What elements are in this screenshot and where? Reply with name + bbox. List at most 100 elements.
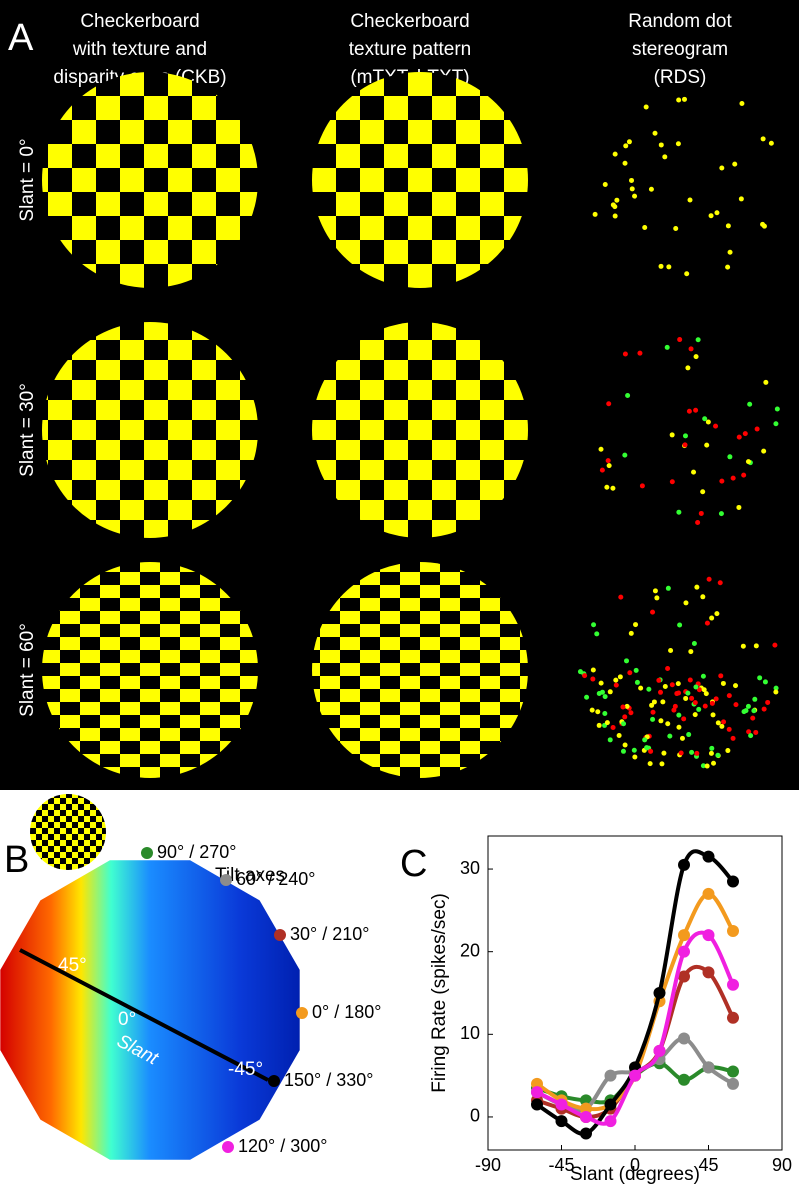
- data-point: [702, 850, 715, 863]
- random-dot: [646, 686, 652, 692]
- random-dot: [662, 154, 668, 160]
- random-dot: [682, 433, 688, 439]
- legend-swatch: [222, 1141, 234, 1153]
- random-dot: [725, 748, 731, 754]
- random-dot: [745, 459, 751, 465]
- random-dot: [753, 729, 759, 735]
- random-dot: [629, 186, 635, 192]
- random-dot: [726, 726, 732, 732]
- data-point: [702, 887, 715, 900]
- random-dot: [748, 733, 754, 739]
- random-dot: [772, 642, 778, 648]
- random-dot: [582, 673, 588, 679]
- x-axis-label: Slant (degrees): [570, 1164, 700, 1185]
- data-point: [604, 1098, 617, 1111]
- random-dot: [726, 693, 732, 699]
- random-dot: [736, 504, 742, 510]
- random-dot: [741, 472, 747, 478]
- random-dot: [610, 725, 616, 731]
- random-dot: [602, 182, 608, 188]
- random-dot: [664, 344, 670, 350]
- random-dot: [613, 677, 619, 683]
- data-point: [727, 925, 739, 938]
- data-point: [702, 1061, 715, 1074]
- y-axis-label: Firing Rate (spikes/sec): [429, 893, 450, 1093]
- random-dot: [642, 737, 648, 743]
- random-dot: [754, 426, 760, 432]
- random-dot: [598, 680, 604, 686]
- legend-swatch: [296, 1007, 308, 1019]
- random-dot: [750, 715, 756, 721]
- random-dot: [665, 721, 671, 727]
- random-dot: [693, 354, 699, 360]
- annotation: -45°: [228, 1059, 263, 1080]
- random-dot: [622, 742, 628, 748]
- random-dot: [621, 721, 627, 727]
- random-dot: [718, 673, 724, 679]
- random-dot: [618, 594, 624, 600]
- random-dot: [622, 160, 628, 166]
- random-dot: [675, 681, 681, 687]
- random-dot: [602, 694, 608, 700]
- random-dot: [711, 760, 717, 766]
- random-dot: [725, 223, 731, 229]
- random-dot: [714, 611, 720, 617]
- y-tick-label: 20: [460, 940, 480, 960]
- random-dot: [626, 139, 632, 145]
- random-dot: [773, 685, 779, 691]
- random-dot: [654, 595, 660, 601]
- column-heading: stereogram: [632, 39, 728, 60]
- x-tick-label: 0: [630, 1155, 640, 1175]
- random-dot: [751, 708, 757, 714]
- y-tick-label: 10: [460, 1023, 480, 1043]
- data-point: [555, 1115, 568, 1128]
- random-dot: [704, 442, 710, 448]
- column-heading: with texture and: [72, 39, 207, 60]
- random-dot: [677, 622, 683, 628]
- data-point: [678, 970, 690, 983]
- random-dot: [720, 680, 726, 686]
- random-dot: [710, 712, 716, 718]
- random-dot: [701, 687, 707, 693]
- random-dot: [698, 510, 704, 516]
- random-dot: [695, 519, 701, 525]
- random-dot: [658, 142, 664, 148]
- data-point: [727, 1065, 739, 1078]
- random-dot: [706, 576, 712, 582]
- random-dot: [700, 763, 706, 769]
- checkerboard-stimulus: [312, 72, 528, 288]
- random-dot: [695, 337, 701, 343]
- random-dot: [721, 719, 727, 725]
- random-dot: [708, 750, 714, 756]
- random-dot: [607, 737, 613, 743]
- random-dot: [648, 186, 654, 192]
- random-dot: [709, 745, 715, 751]
- slant-axis: [19, 948, 269, 1082]
- stimulus-thumbnail: [30, 794, 106, 870]
- random-dot: [650, 709, 656, 715]
- random-dot: [604, 484, 610, 490]
- data-point: [653, 987, 666, 999]
- random-dot: [623, 143, 629, 149]
- random-dot: [717, 580, 723, 586]
- random-dot: [614, 197, 620, 203]
- random-dot: [606, 463, 612, 469]
- random-dot: [682, 442, 688, 448]
- random-dot: [624, 703, 630, 709]
- random-dot: [649, 702, 655, 708]
- random-dot: [709, 615, 715, 621]
- random-dot: [648, 748, 654, 754]
- random-dot: [736, 434, 742, 440]
- data-point: [531, 1098, 543, 1111]
- random-dot: [741, 709, 747, 715]
- column-heading: Checkerboard: [350, 11, 469, 32]
- random-dot: [665, 585, 671, 591]
- random-dot: [704, 763, 710, 769]
- random-dot: [633, 667, 639, 673]
- random-dot: [602, 711, 608, 717]
- random-dot: [686, 408, 692, 414]
- column-heading: (RDS): [654, 67, 707, 88]
- random-dot: [686, 732, 692, 738]
- random-dot: [632, 754, 638, 760]
- random-dot: [629, 177, 635, 183]
